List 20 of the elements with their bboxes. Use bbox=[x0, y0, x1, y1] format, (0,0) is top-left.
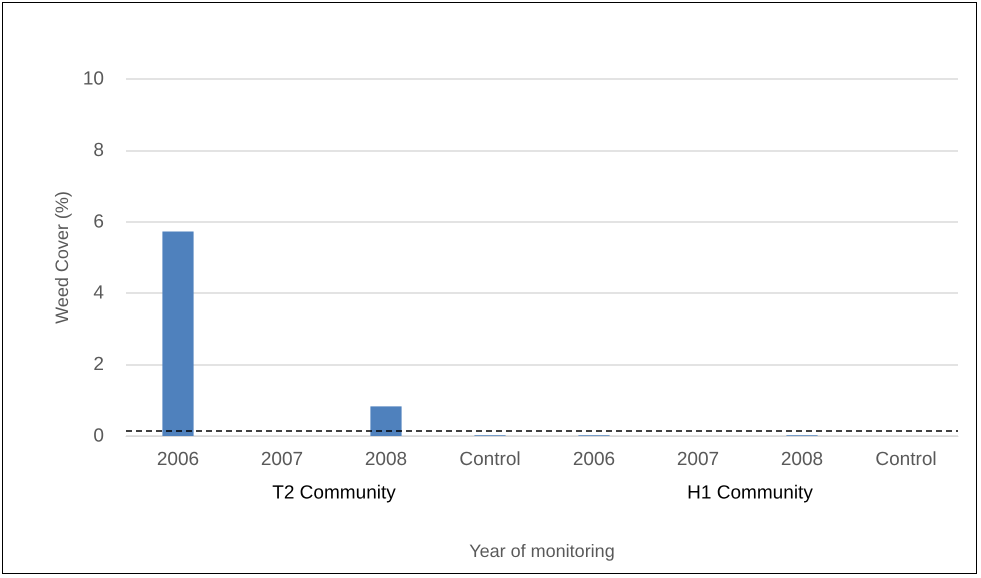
x-tick-label: 2006 bbox=[156, 449, 200, 470]
text: H1 Community bbox=[687, 482, 814, 504]
text: T2 Community bbox=[272, 482, 396, 504]
y-tick-label: 4 bbox=[93, 282, 104, 304]
y-axis-title: Weed Cover (%) bbox=[52, 191, 72, 324]
x-tick-label: Control bbox=[459, 449, 521, 470]
x-tick-label: 2007 bbox=[260, 449, 304, 470]
bar bbox=[370, 406, 402, 436]
y-tick-label: 10 bbox=[82, 68, 104, 90]
x-tick-label: Control bbox=[875, 449, 937, 470]
y-tick-label: 6 bbox=[93, 211, 104, 232]
y-tick-label: 2 bbox=[93, 354, 104, 376]
x-tick-label: 2006 bbox=[572, 449, 616, 470]
x-axis-title: Year of monitoring bbox=[469, 541, 615, 561]
x-tick-label: 2008 bbox=[780, 449, 824, 470]
y-tick-label: 0 bbox=[93, 426, 104, 446]
bar bbox=[162, 231, 194, 436]
x-tick-label: 2008 bbox=[364, 449, 408, 470]
y-tick-label: 8 bbox=[93, 140, 104, 161]
x-tick-label: 2007 bbox=[676, 449, 720, 470]
